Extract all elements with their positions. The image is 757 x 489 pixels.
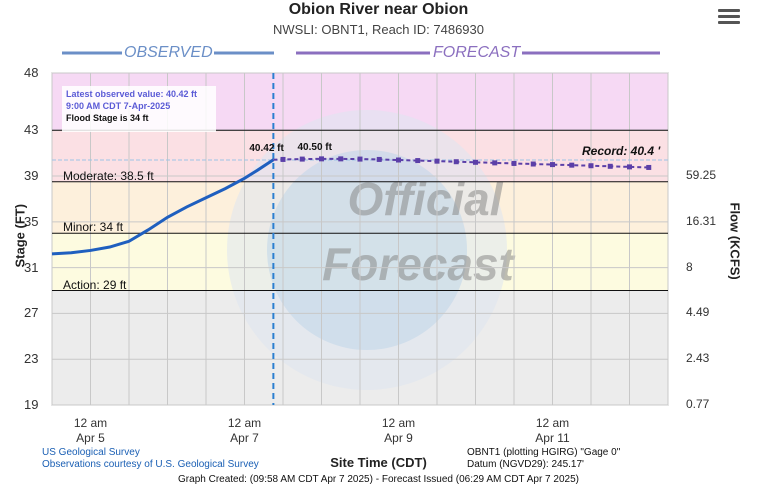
y2-tick-label: 2.43 — [686, 351, 710, 366]
forecast-point[interactable] — [376, 156, 382, 162]
x-tick-label: 12 am — [227, 416, 262, 430]
forecast-point[interactable] — [434, 158, 440, 164]
record-stage-label: Record: 40.4 ' — [582, 144, 661, 158]
observed-series-line — [51, 158, 275, 256]
forecast-point[interactable] — [357, 156, 363, 162]
y2-tick-label: 8 — [686, 259, 693, 274]
y-tick-label: 27 — [24, 305, 39, 321]
forecast-point[interactable] — [530, 161, 536, 167]
x-tick-date-label: Apr 11 — [535, 431, 570, 445]
forecast-point[interactable] — [338, 156, 344, 162]
y2-tick-label: 4.49 — [686, 305, 710, 320]
y2-tick-label: 59.25 — [686, 168, 717, 183]
latest-observation-box: Latest observed value: 40.42 ft 9:00 AM … — [62, 86, 216, 132]
forecast-point[interactable] — [607, 163, 613, 169]
graph-created-text: Graph Created: (09:58 AM CDT Apr 7 2025)… — [178, 474, 579, 485]
threshold-label-action: Action: 29 ft — [63, 277, 127, 292]
y-axis-title: Stage (FT) — [12, 203, 28, 268]
x-tick-date-label: Apr 9 — [384, 431, 413, 445]
forecast-point[interactable] — [415, 158, 421, 164]
y2-tick-label: 0.77 — [686, 397, 710, 411]
y-tick-label: 23 — [24, 351, 39, 367]
y-tick-label: 19 — [24, 397, 39, 412]
forecast-point[interactable] — [280, 156, 286, 162]
observations-credit-link[interactable]: Observations courtesy of U.S. Geological… — [42, 459, 259, 470]
forecast-point[interactable] — [319, 156, 324, 162]
x-tick-date-label: Apr 5 — [76, 431, 105, 445]
x-tick-label: 12 am — [73, 416, 108, 430]
y-tick-label: 31 — [24, 259, 39, 275]
forecast-point[interactable] — [473, 159, 478, 165]
latest-value-text: Latest observed value: 40.42 ft — [66, 89, 198, 99]
y-tick-label: 39 — [24, 168, 39, 184]
forecast-point[interactable] — [396, 157, 401, 163]
noaa-logo-center — [267, 150, 467, 350]
threshold-label-minor: Minor: 34 ft — [63, 220, 124, 235]
chart-subtitle: NWSLI: OBNT1, Reach ID: 7486930 — [273, 22, 484, 37]
datum-elevation-text: Datum (NGVD29): 245.17' — [467, 459, 584, 470]
x-tick-label: 12 am — [535, 416, 570, 430]
latest-time-text: 9:00 AM CDT 7-Apr-2025 — [66, 101, 171, 111]
y-tick-label: 48 — [24, 65, 39, 80]
x-axis-title: Site Time (CDT) — [330, 455, 427, 470]
watermark-forecast-text: Forecast — [322, 238, 515, 290]
point-value-label: 40.42 ft — [249, 142, 284, 154]
usgs-credit-link[interactable]: US Geological Survey — [42, 447, 140, 458]
chart-title: Obion River near Obion — [288, 1, 469, 18]
forecast-point[interactable] — [569, 162, 575, 168]
threshold-label-moderate: Moderate: 38.5 ft — [63, 168, 154, 183]
observed-phase-label: OBSERVED — [124, 44, 213, 61]
forecast-point[interactable] — [646, 164, 652, 170]
flood-stage-text: Flood Stage is 34 ft — [66, 113, 149, 123]
watermark-official-text: Official — [347, 173, 503, 225]
forecast-point[interactable] — [511, 160, 517, 166]
y-tick-label: 43 — [24, 122, 39, 138]
point-value-label: 40.50 ft — [297, 141, 332, 153]
x-tick-label: 12 am — [381, 416, 416, 430]
forecast-point[interactable] — [453, 159, 459, 165]
x-tick-date-label: Apr 7 — [230, 431, 259, 445]
forecast-point[interactable] — [627, 164, 632, 170]
forecast-point[interactable] — [492, 160, 498, 166]
forecast-point[interactable] — [550, 162, 555, 168]
hamburger-menu-icon[interactable] — [718, 9, 740, 27]
y2-axis-title: Flow (KCFS) — [727, 202, 743, 280]
gage-datum-text: OBNT1 (plotting HGIRG) "Gage 0" — [467, 447, 621, 458]
forecast-phase-label: FORECAST — [433, 44, 521, 61]
y2-tick-label: 16.31 — [686, 213, 717, 228]
forecast-point[interactable] — [299, 156, 305, 162]
y-tick-label: 35 — [24, 213, 39, 229]
forecast-point[interactable] — [588, 163, 594, 169]
